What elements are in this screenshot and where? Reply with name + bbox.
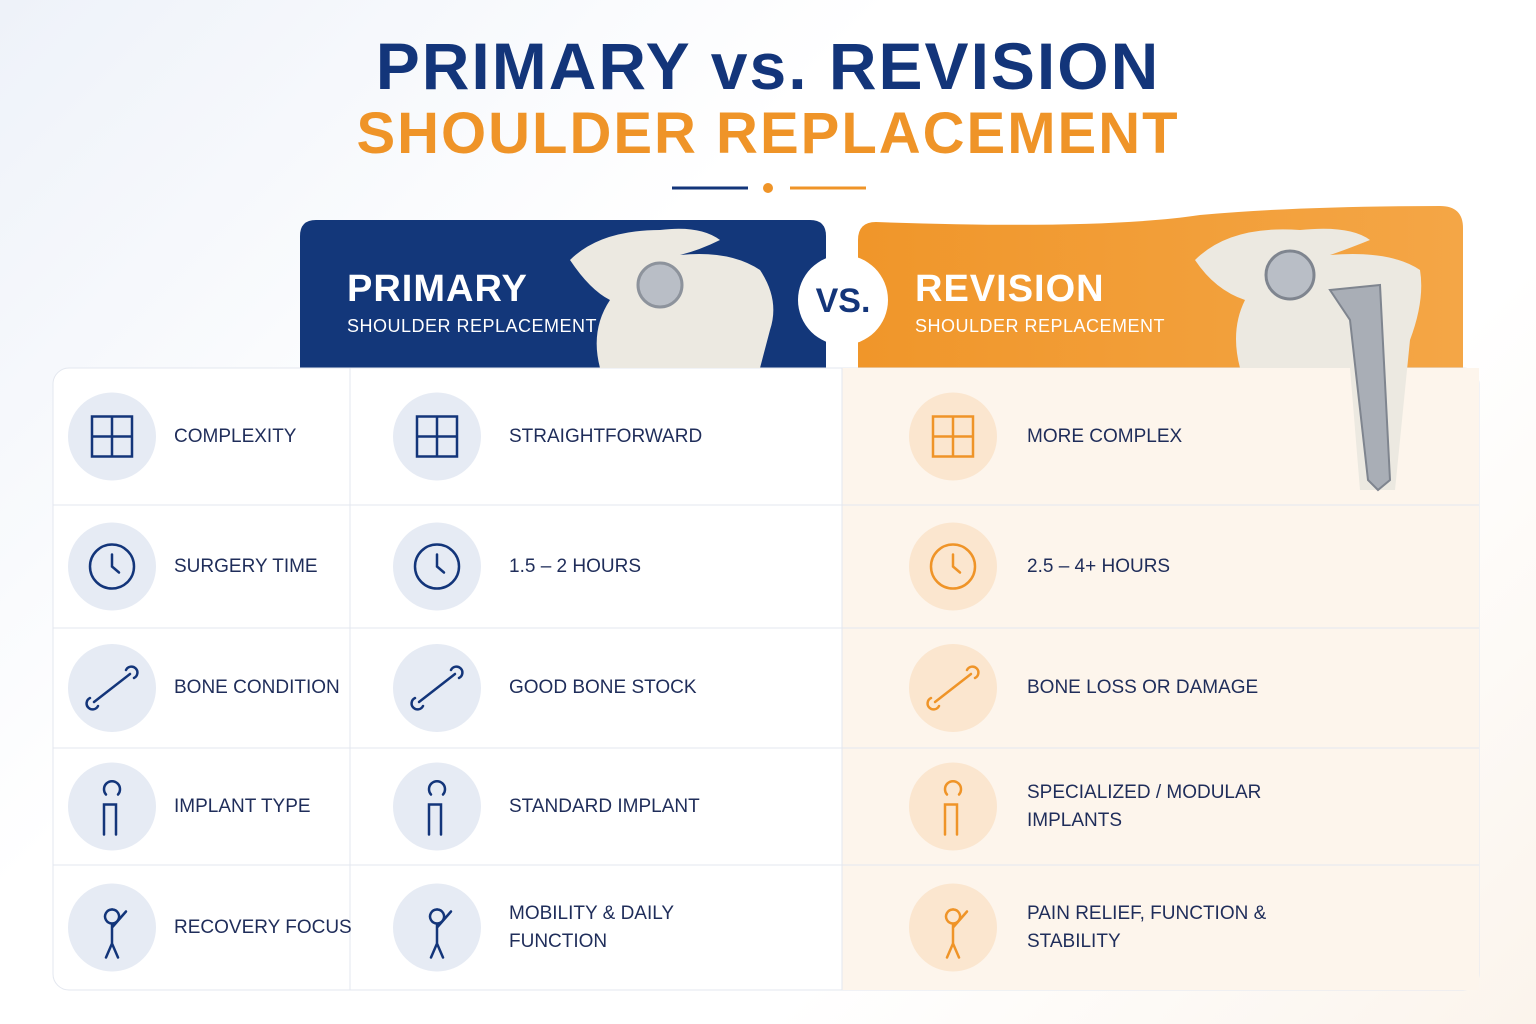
icon: [110, 553, 121, 574]
title-line-1: PRIMARY vs. REVISION: [375, 29, 1161, 103]
row-label: SURGERY TIME: [174, 555, 318, 577]
primary-value: 1.5 – 2 HOURS: [509, 555, 641, 577]
primary-value: MOBILITY & DAILY FUNCTION: [509, 902, 674, 952]
revision-value: MORE COMPLEX: [1027, 425, 1183, 447]
row-label: BONE CONDITION: [174, 677, 340, 698]
icon: [410, 665, 464, 711]
divider-dot: [763, 183, 773, 193]
vs-label: VS.: [815, 282, 871, 320]
row-label: RECOVERY FOCUS: [174, 916, 352, 938]
icon: [951, 553, 962, 574]
revision-value: BONE LOSS OR DAMAGE: [1027, 677, 1259, 698]
icon: [90, 415, 134, 458]
revision-value: 2.5 – 4+ HOURS: [1027, 555, 1171, 577]
icon: [413, 543, 461, 590]
revision-value: PAIN RELIEF, FUNCTION & STABILITY: [1027, 902, 1267, 952]
primary-bone: [570, 228, 774, 368]
primary-title: PRIMARY: [347, 268, 528, 310]
icon: [427, 779, 447, 836]
icon: [102, 779, 122, 836]
primary-subtitle: SHOULDER REPLACEMENT: [347, 316, 598, 336]
icon-circle: [68, 762, 156, 851]
icon: [944, 908, 969, 959]
icon-circle: [909, 762, 997, 851]
revision-bone: [1195, 228, 1422, 492]
primary-value: GOOD BONE STOCK: [509, 677, 697, 698]
primary-value: STRAIGHTFORWARD: [509, 425, 703, 447]
row-label: IMPLANT TYPE: [174, 795, 311, 817]
primary-value: STANDARD IMPLANT: [509, 795, 700, 817]
icon: [103, 908, 128, 959]
icon: [428, 908, 453, 959]
revision-value: SPECIALIZED / MODULAR IMPLANTS: [1027, 781, 1262, 831]
icon: [929, 543, 977, 590]
icon: [931, 415, 975, 458]
icon: [88, 543, 136, 590]
row-label: COMPLEXITY: [174, 425, 297, 447]
icon: [415, 415, 459, 458]
revision-subtitle: SHOULDER REPLACEMENT: [915, 316, 1166, 336]
icon: [435, 553, 446, 574]
vs-circle: [798, 255, 888, 345]
icon: [85, 665, 139, 711]
icon-circle: [393, 762, 481, 851]
revision-title: REVISION: [915, 268, 1105, 310]
icon: [943, 779, 963, 836]
icon: [926, 665, 980, 711]
title-line-2: SHOULDER REPLACEMENT: [356, 101, 1180, 166]
